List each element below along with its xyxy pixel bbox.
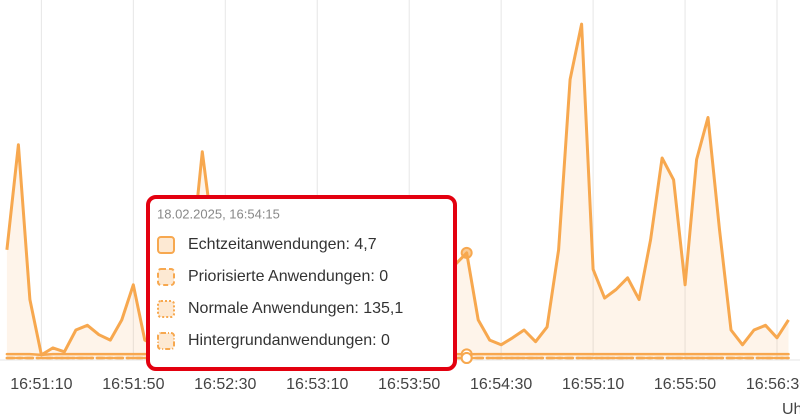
separator: : xyxy=(372,332,381,349)
tooltip-item: Priorisierte Anwendungen: 0 xyxy=(188,268,388,285)
x-tick-label: 16:51:10 xyxy=(10,376,72,393)
x-tick-label: 16:53:50 xyxy=(378,376,440,393)
legend-label: Echtzeitanwendungen xyxy=(188,236,345,253)
legend-label: Priorisierte Anwendungen xyxy=(188,268,370,285)
tooltip-value: 0 xyxy=(379,268,388,285)
legend-label: Normale Anwendungen xyxy=(188,300,354,317)
legend-icon xyxy=(157,236,175,254)
x-tick-label: 16:55:50 xyxy=(654,376,716,393)
tooltip-value: 0 xyxy=(381,332,390,349)
hover-marker xyxy=(460,246,473,259)
x-tick-label: 16:54:30 xyxy=(470,376,532,393)
legend-label: Hintergrundanwendungen xyxy=(188,332,372,349)
x-tick-label: 16:53:10 xyxy=(286,376,348,393)
tooltip-value: 4,7 xyxy=(354,236,376,253)
tooltip-item: Echtzeitanwendungen: 4,7 xyxy=(188,236,377,253)
tooltip-value: 135,1 xyxy=(363,300,403,317)
x-axis-label: Uh xyxy=(782,401,800,418)
grid xyxy=(0,0,800,361)
separator: : xyxy=(370,268,379,285)
x-axis: 16:51:10 16:51:50 16:52:30 16:53:10 16:53:50… xyxy=(10,376,800,393)
hover-marker xyxy=(460,352,473,364)
x-tick-label: 16:55:10 xyxy=(562,376,624,393)
x-tick-label: 16:51:50 xyxy=(102,376,164,393)
tooltip: 18.02.2025, 16:54:15 Echtzeitanwendungen… xyxy=(146,195,457,371)
legend-icon xyxy=(157,268,175,286)
tooltip-item: Hintergrundanwendungen: 0 xyxy=(188,332,390,349)
separator: : xyxy=(354,300,363,317)
x-tick-label: 16:56:30 xyxy=(746,376,800,393)
x-tick-label: 16:52:30 xyxy=(194,376,256,393)
tooltip-highlight xyxy=(146,195,457,371)
legend-icon xyxy=(157,332,175,350)
tooltip-title: 18.02.2025, 16:54:15 xyxy=(157,206,280,221)
separator: : xyxy=(345,236,354,253)
legend-icon xyxy=(157,300,175,318)
tooltip-item: Normale Anwendungen: 135,1 xyxy=(188,300,403,317)
